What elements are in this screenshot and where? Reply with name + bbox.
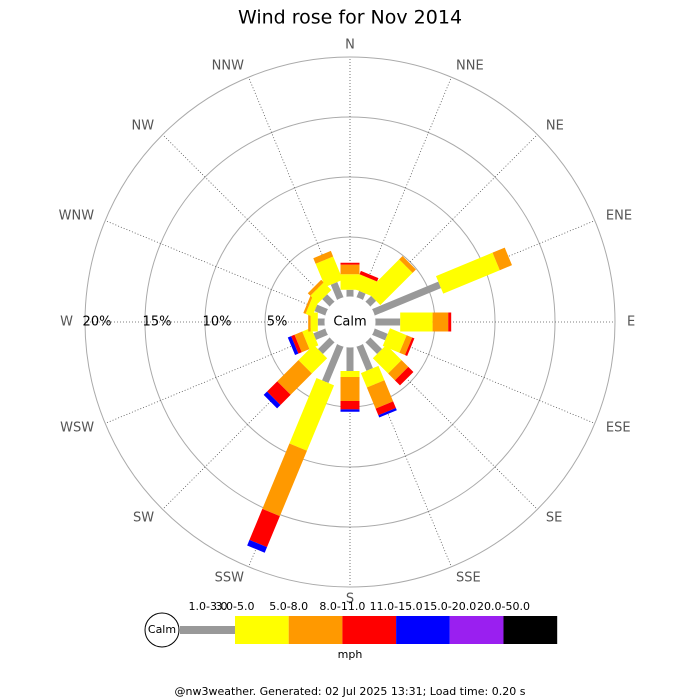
wind-bar [435,252,500,294]
wind-bar [317,337,335,355]
wind-bar [314,304,329,316]
direction-label: ENE [606,208,632,223]
legend-swatch [235,616,289,644]
wind-bar [371,281,441,316]
wind-bar [365,295,377,307]
direction-label: W [60,315,73,330]
chart-title: Wind rose for Nov 2014 [238,7,462,29]
wind-bar [492,247,512,271]
direction-label: N [345,38,355,53]
wind-bar [277,360,312,395]
wind-bar [247,539,268,553]
grid-ring [84,56,616,588]
legend-label: 8.0-11.0 [319,600,365,613]
wind-bar [298,344,328,374]
r-tick-label: 15% [143,315,172,330]
legend-label: 15.0-20.0 [423,600,476,613]
wind-bar [394,366,414,386]
calm-label: Calm [333,315,366,330]
wind-bar [322,343,344,384]
wind-bar [310,282,332,304]
legend-label: 1.0-3.0 [189,600,228,613]
wind-bar [365,337,383,355]
legend-swatch [180,626,235,634]
r-tick-label: 10% [203,315,232,330]
wind-bar [404,337,415,356]
legend-label: 3.0-5.0 [216,600,255,613]
legend-swatch [396,616,450,644]
direction-label: NW [132,119,155,134]
wind-bar [360,365,385,388]
footer: @nw3weather. Generated: 02 Jul 2025 13:3… [175,685,526,698]
wind-bar [315,256,343,288]
legend-label: 5.0-8.0 [269,600,308,613]
direction-label: WNW [59,208,95,223]
legend-swatch [342,616,397,644]
wind-bar [305,296,320,317]
unit-label: mph [338,648,363,661]
spoke [105,220,328,313]
legend-calm [144,612,180,648]
wind-bar [294,331,310,353]
direction-label: SW [133,510,154,525]
spoke [105,331,328,424]
wind-bar [313,328,329,340]
wind-bar [382,328,407,353]
spoke [359,77,452,300]
direction-label: E [627,315,635,330]
spoke [162,134,333,305]
direction-label: SSW [215,570,245,585]
legend-calm-label: Calm [148,623,176,636]
wind-bar [356,290,366,301]
wind-bar [313,250,334,264]
wind-bar [249,508,280,548]
direction-label: NE [546,119,564,134]
direction-label: NNW [212,59,244,74]
direction-label: ESE [606,421,631,436]
wind-bar [366,259,413,306]
wind-bar [330,282,344,301]
wind-bar [353,274,378,296]
wind-bar [267,381,291,405]
direction-label: WSW [60,421,94,436]
direction-label: SSE [456,570,481,585]
wind-bar [372,344,402,374]
legend-swatch [449,616,504,644]
wind-bar [388,360,409,381]
legend-swatch [503,616,558,644]
calm-circle [324,296,376,348]
wind-bar [399,335,413,356]
wind-bar [375,401,396,416]
wind-bar [356,343,373,371]
legend-swatch [288,616,343,644]
wind-bar [371,328,388,341]
wind-bar [262,443,307,517]
wind-bar [302,327,319,350]
wind-bar [366,380,394,409]
wind-bar [378,407,397,418]
legend-label: 11.0-15.0 [370,600,423,613]
direction-label: NNE [456,59,484,74]
direction-label: SE [546,510,562,525]
r-tick-label: 20% [83,315,112,330]
legend-label: 20.0-50.0 [477,600,530,613]
wind-bar [303,295,313,314]
wind-bar [307,279,324,296]
wind-bar [263,391,281,409]
r-tick-label: 5% [267,315,288,330]
direction-label: S [346,592,354,607]
wind-bar [287,336,299,356]
wind-bar [291,334,302,354]
wind-bar [289,378,335,451]
wind-bar [359,270,379,282]
wind-bar [399,256,416,273]
wind-bar [322,294,335,307]
